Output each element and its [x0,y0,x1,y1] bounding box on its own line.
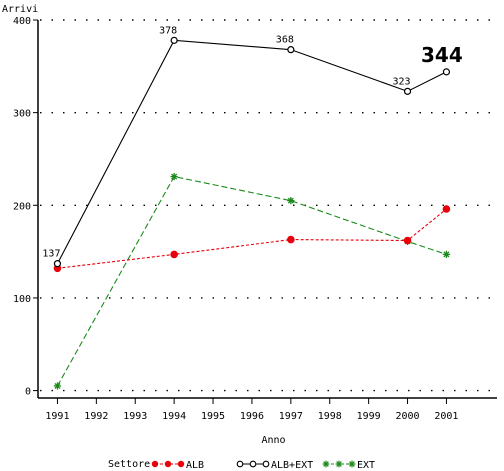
x-tick-label: 1999 [357,411,381,422]
legend-marker [322,460,330,468]
ext-point [442,250,451,258]
legend-marker [348,460,356,468]
legend-entry-label: ALB [186,460,204,471]
x-tick-label: 1994 [162,411,186,422]
alb-point [287,235,295,244]
x-tick-label: 1995 [201,411,225,422]
legend-marker [249,460,257,468]
x-tick-label: 1992 [84,411,108,422]
data-label: 323 [393,76,411,87]
legend: Settore ALB ALB+EXT EXT [108,459,375,471]
data-labels: 137 378 368 323 [42,25,410,259]
legend-title: Settore [108,459,150,470]
x-tick-label: 1998 [318,411,342,422]
legend-marker [335,460,343,468]
series-line-alb [57,208,447,269]
y-tick-label: 100 [13,294,31,305]
x-axis-title: Anno [261,435,285,446]
y-tick-label: 0 [25,387,31,398]
data-label: 137 [42,249,60,260]
y-tick-label: 200 [13,201,31,212]
legend-marker [236,460,244,468]
x-tick-label: 1993 [123,411,147,422]
data-label: 378 [159,25,177,36]
legend-marker [164,460,172,468]
x-tick-label: 2000 [395,411,419,422]
legend-entry-label: ALB+EXT [271,460,313,471]
alb-ext-point [170,36,178,44]
ext-point [287,197,295,205]
y-tick-label: 300 [13,109,31,120]
alb-ext-point [442,68,451,76]
legend-marker [151,460,159,468]
x-tick-label: 2001 [434,411,458,422]
ext-point [170,172,178,181]
tick-labels: 0 100 200 300 400 1991 1992 1993 1994 1995 1996 199… [13,16,459,422]
series-layer [53,36,451,390]
grid-lines [40,19,497,392]
alb-point [403,236,412,245]
legend-marker [262,460,270,468]
ext-point [53,382,62,390]
series-line-ext [56,175,447,387]
alb-ext-point [287,46,295,54]
alb-point [170,250,178,259]
data-label: 368 [276,35,294,46]
axes [33,19,497,404]
y-tick-label: 400 [13,16,31,27]
legend-marker [177,460,185,468]
alb-ext-point [403,87,412,95]
y-axis-title: Arrivi [2,4,38,15]
annotation-label: 344 [421,43,463,67]
x-tick-label: 1991 [45,411,69,422]
alb-point [442,205,451,213]
legend-entry-label: EXT [357,460,375,471]
x-tick-label: 1996 [240,411,264,422]
alb-ext-point [53,260,62,268]
x-tick-label: 1997 [279,411,303,422]
series-line-alb-ext [56,39,447,264]
